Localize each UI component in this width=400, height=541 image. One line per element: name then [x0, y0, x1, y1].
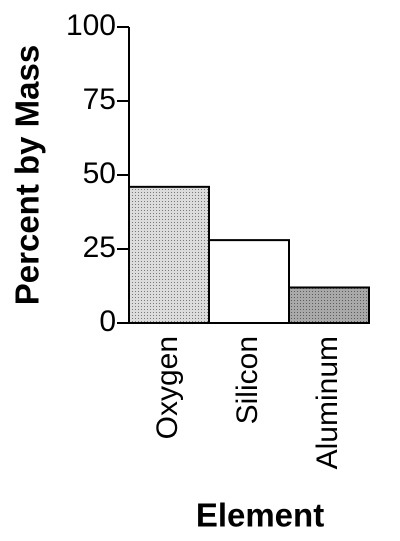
y-tick-label: 75	[83, 83, 116, 116]
y-tick-label: 100	[66, 9, 116, 42]
y-axis-title: Percent by Mass	[9, 45, 46, 305]
x-tick-label: Silicon	[231, 336, 264, 424]
y-tick-label: 0	[99, 305, 116, 338]
bar	[128, 185, 210, 324]
x-axis-title: Element	[196, 497, 324, 534]
x-tick-label: Aluminum	[311, 336, 344, 469]
x-tick-label: Oxygen	[151, 336, 184, 439]
y-tick-label: 25	[83, 231, 116, 264]
bar	[288, 286, 370, 325]
y-tick-label: 50	[83, 157, 116, 190]
bar	[208, 239, 290, 324]
